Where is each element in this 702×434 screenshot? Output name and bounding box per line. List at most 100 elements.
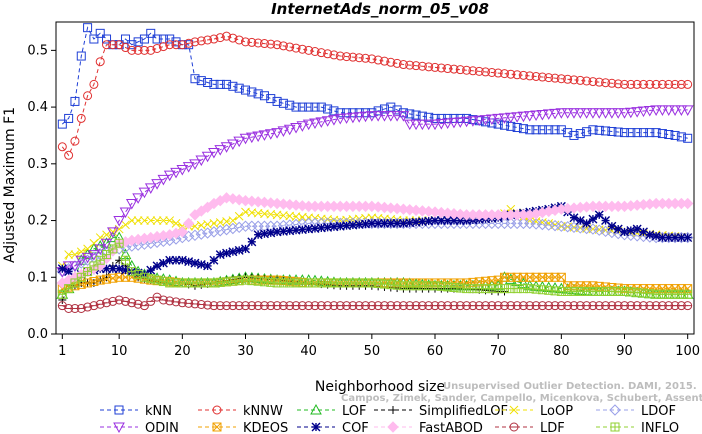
series-knn xyxy=(57,23,693,143)
legend-label-cof: COF xyxy=(342,421,369,434)
data-point-knnw xyxy=(417,61,427,71)
data-point-knnw xyxy=(108,40,118,50)
data-point-knn xyxy=(70,96,80,106)
data-point-knnw xyxy=(158,42,168,52)
data-point-inflo xyxy=(531,284,541,294)
data-point-odin xyxy=(580,108,593,119)
plot-frame xyxy=(55,21,695,335)
data-point-knn xyxy=(645,128,655,138)
data-point-knnw xyxy=(342,52,352,62)
data-point-inflo xyxy=(102,250,112,260)
legend: kNN kNNW LOF SimplifiedLOF LoOP LDOF ODIN KDEOS… xyxy=(100,403,679,434)
data-point-ldof xyxy=(681,231,694,244)
data-point-odin xyxy=(479,115,492,126)
data-point-odin xyxy=(144,183,157,194)
x-tick-label: 40 xyxy=(300,344,317,359)
legend-label-loop: LoOP xyxy=(540,404,573,419)
data-point-knnw xyxy=(632,79,642,89)
data-point-knn xyxy=(335,108,345,118)
data-point-ldof xyxy=(208,226,220,238)
data-point-ldof xyxy=(189,229,201,242)
data-point-knnw xyxy=(165,40,175,50)
data-point-knnw xyxy=(493,68,503,78)
data-point-inflo xyxy=(76,272,86,282)
data-point-knn xyxy=(537,125,547,135)
data-point-knnw xyxy=(626,79,636,89)
data-point-odin xyxy=(151,179,163,190)
data-point-odin xyxy=(81,252,94,264)
legend-entry-odin: ODIN xyxy=(100,421,179,434)
data-point-odin xyxy=(460,116,473,128)
data-point-odin xyxy=(511,112,523,123)
data-point-knn xyxy=(342,108,352,118)
x-axis-label: Neighborhood size xyxy=(315,379,445,395)
data-point-odin xyxy=(574,108,587,119)
data-point-knn xyxy=(76,51,86,61)
data-point-knnw xyxy=(518,70,528,80)
data-point-knnw xyxy=(594,77,604,87)
data-point-knnw xyxy=(120,43,130,53)
data-point-knn xyxy=(386,102,396,112)
data-point-loop xyxy=(76,247,86,257)
data-point-knnw xyxy=(196,36,206,46)
data-point-knnw xyxy=(373,55,383,65)
data-point-knnw xyxy=(531,71,541,81)
data-point-odin xyxy=(94,244,107,255)
data-point-inflo xyxy=(550,286,560,296)
data-point-knnw xyxy=(57,142,67,152)
data-point-knnw xyxy=(436,63,446,73)
data-point-knn xyxy=(379,104,389,114)
data-point-knn xyxy=(544,125,554,135)
data-point-knn xyxy=(57,119,67,129)
x-tick-label: 10 xyxy=(111,344,128,359)
data-point-knnw xyxy=(310,46,320,56)
legend-label-inflo: INFLO xyxy=(641,421,679,434)
data-point-knn xyxy=(405,109,415,119)
data-point-knnw xyxy=(613,79,623,89)
data-point-loop xyxy=(127,216,137,225)
legend-label-ldf: LDF xyxy=(540,421,565,434)
data-point-knnw xyxy=(203,35,213,45)
data-point-knnw xyxy=(247,37,257,47)
data-point-odin xyxy=(182,162,195,173)
data-point-kdeos xyxy=(556,272,566,282)
data-point-knn xyxy=(83,23,93,33)
data-point-knnw xyxy=(569,75,579,85)
data-point-knnw xyxy=(171,40,181,50)
data-point-inflo xyxy=(525,284,535,294)
y-tick-label: 0.0 xyxy=(27,327,48,342)
data-point-knnw xyxy=(316,48,326,58)
data-point-loop xyxy=(95,233,105,242)
legend-marker-knn xyxy=(114,405,124,415)
data-point-lof xyxy=(107,231,119,243)
data-point-loop xyxy=(146,216,156,225)
legend-label-simplifiedlof: SimplifiedLOF xyxy=(419,404,508,419)
series-line-odin xyxy=(61,109,688,272)
data-point-odin xyxy=(530,110,542,122)
data-point-knn xyxy=(133,37,143,47)
data-point-knn xyxy=(626,128,636,138)
data-point-ldof xyxy=(157,235,170,248)
data-point-odin xyxy=(113,216,126,227)
data-point-knnw xyxy=(259,39,269,49)
data-point-knnw xyxy=(657,79,667,89)
data-point-knnw xyxy=(474,66,484,76)
x-tick-label: 60 xyxy=(427,344,444,359)
data-point-knnw xyxy=(266,39,276,49)
data-point-odin xyxy=(214,145,227,156)
data-point-knn xyxy=(493,119,503,129)
data-point-odin xyxy=(397,111,410,122)
y-tick-label: 0.2 xyxy=(27,214,48,229)
watermark-authors: Campos, Zimek, Sander, Campello, Micenko… xyxy=(341,393,702,404)
data-point-odin xyxy=(315,117,328,128)
data-point-knn xyxy=(607,126,617,136)
data-point-knnw xyxy=(638,79,648,89)
x-tick-label: 1 xyxy=(58,344,66,359)
data-point-knn xyxy=(304,102,314,112)
data-point-odin xyxy=(302,119,315,131)
data-point-knn xyxy=(291,102,301,112)
data-point-knnw xyxy=(664,79,674,89)
data-point-knn xyxy=(601,126,611,136)
data-point-odin xyxy=(321,116,334,127)
data-point-ldof xyxy=(593,224,605,236)
